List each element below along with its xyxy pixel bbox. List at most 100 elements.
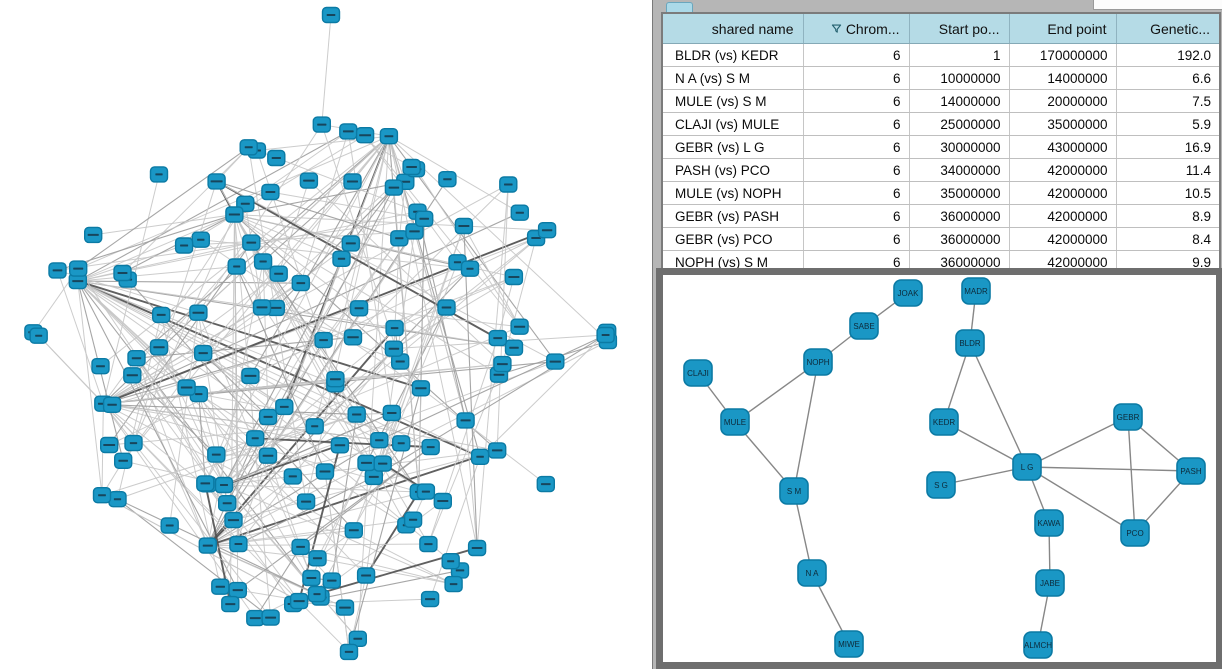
network-node[interactable] bbox=[305, 418, 324, 435]
table-row[interactable]: PASH (vs) PCO 6 34000000 42000000 11.4 bbox=[662, 158, 1220, 182]
network-node[interactable] bbox=[227, 258, 246, 275]
network-node[interactable] bbox=[149, 339, 169, 356]
network-node[interactable] bbox=[379, 127, 399, 145]
network-node[interactable] bbox=[258, 408, 278, 426]
network-node[interactable] bbox=[321, 6, 341, 24]
network-node-almch[interactable]: ALMCH bbox=[1023, 631, 1053, 659]
network-node[interactable] bbox=[356, 567, 376, 584]
network-node[interactable] bbox=[302, 569, 321, 587]
network-node[interactable] bbox=[92, 487, 112, 504]
network-node[interactable] bbox=[510, 204, 529, 221]
network-node[interactable] bbox=[207, 446, 226, 463]
network-node[interactable] bbox=[291, 274, 310, 292]
network-node[interactable] bbox=[341, 235, 360, 252]
network-node[interactable] bbox=[151, 306, 171, 324]
network-node[interactable] bbox=[392, 435, 411, 452]
network-node[interactable] bbox=[242, 234, 261, 251]
network-node[interactable] bbox=[385, 319, 404, 337]
network-node-claji[interactable]: CLAJI bbox=[683, 359, 713, 387]
network-node[interactable] bbox=[291, 538, 310, 556]
table-row[interactable]: GEBR (vs) L G 6 30000000 43000000 16.9 bbox=[662, 135, 1220, 159]
network-node-gebr[interactable]: GEBR bbox=[1113, 403, 1143, 431]
network-node[interactable] bbox=[357, 454, 376, 472]
network-node[interactable] bbox=[441, 553, 460, 570]
table-row[interactable]: N A (vs) S M 6 10000000 14000000 6.6 bbox=[662, 66, 1220, 90]
network-node[interactable] bbox=[488, 329, 507, 347]
network-node[interactable] bbox=[258, 447, 278, 464]
network-node[interactable] bbox=[108, 491, 127, 508]
network-node-s-g[interactable]: S G bbox=[926, 471, 956, 499]
filter-icon[interactable] bbox=[831, 23, 842, 34]
network-edge[interactable] bbox=[969, 342, 1028, 468]
network-node-kedr[interactable]: KEDR bbox=[929, 408, 959, 436]
network-node-miwe[interactable]: MIWE bbox=[834, 630, 864, 658]
network-node[interactable] bbox=[149, 166, 169, 183]
network-node[interactable] bbox=[460, 260, 480, 277]
network-node[interactable] bbox=[283, 468, 302, 485]
network-node[interactable] bbox=[193, 344, 213, 362]
network-node-s-m[interactable]: S M bbox=[779, 477, 809, 505]
network-node[interactable] bbox=[123, 367, 142, 384]
network-node[interactable] bbox=[214, 476, 234, 494]
network-edge[interactable] bbox=[1026, 416, 1129, 468]
network-node-mule[interactable]: MULE bbox=[720, 408, 750, 436]
network-node[interactable] bbox=[102, 396, 122, 413]
network-node[interactable] bbox=[160, 517, 179, 534]
network-node[interactable] bbox=[224, 511, 243, 529]
network-node[interactable] bbox=[91, 358, 110, 375]
network-node[interactable] bbox=[266, 299, 285, 317]
network-node[interactable] bbox=[456, 412, 475, 429]
network-edge[interactable] bbox=[793, 361, 819, 492]
network-node[interactable] bbox=[405, 223, 424, 240]
network-node[interactable] bbox=[493, 355, 512, 373]
network-node[interactable] bbox=[217, 495, 237, 512]
column-header-chrom[interactable]: Chrom... bbox=[803, 13, 910, 44]
network-node[interactable] bbox=[438, 170, 457, 188]
network-node[interactable] bbox=[419, 535, 438, 553]
network-node[interactable] bbox=[488, 442, 507, 459]
network-node[interactable] bbox=[229, 535, 248, 553]
network-node[interactable] bbox=[347, 406, 366, 423]
column-header-start-po[interactable]: Start po... bbox=[909, 13, 1010, 44]
network-edge[interactable] bbox=[734, 361, 819, 423]
network-node[interactable] bbox=[48, 262, 67, 279]
network-node[interactable] bbox=[239, 139, 258, 156]
network-node[interactable] bbox=[246, 609, 265, 627]
network-node[interactable] bbox=[384, 340, 404, 357]
network-edge[interactable] bbox=[1026, 466, 1136, 534]
network-node[interactable] bbox=[330, 437, 350, 454]
network-node[interactable] bbox=[308, 550, 327, 567]
network-node[interactable] bbox=[370, 432, 389, 449]
network-node[interactable] bbox=[99, 436, 119, 454]
table-row[interactable]: MULE (vs) NOPH 6 35000000 42000000 10.5 bbox=[662, 181, 1220, 205]
network-node[interactable] bbox=[382, 404, 401, 422]
network-node[interactable] bbox=[420, 590, 440, 608]
network-node[interactable] bbox=[536, 475, 555, 493]
network-node[interactable] bbox=[252, 299, 272, 316]
network-node[interactable] bbox=[307, 585, 327, 603]
network-node[interactable] bbox=[191, 231, 211, 248]
network-node[interactable] bbox=[402, 158, 421, 176]
network-edge[interactable] bbox=[1026, 466, 1192, 472]
network-node[interactable] bbox=[189, 304, 208, 321]
network-node-n-a[interactable]: N A bbox=[797, 559, 827, 587]
network-node[interactable] bbox=[314, 331, 333, 349]
network-node[interactable] bbox=[312, 116, 331, 133]
network-node[interactable] bbox=[499, 176, 518, 193]
network-node[interactable] bbox=[433, 492, 452, 510]
network-node-kawa[interactable]: KAWA bbox=[1034, 509, 1064, 537]
network-node[interactable] bbox=[537, 221, 557, 239]
network-node[interactable] bbox=[113, 452, 133, 469]
network-node-joak[interactable]: JOAK bbox=[893, 279, 923, 307]
table-row[interactable]: MULE (vs) S M 6 14000000 20000000 7.5 bbox=[662, 89, 1220, 113]
network-node[interactable] bbox=[349, 300, 369, 317]
network-node[interactable] bbox=[339, 123, 358, 140]
table-row[interactable]: GEBR (vs) PCO 6 36000000 42000000 8.4 bbox=[662, 227, 1220, 251]
network-node[interactable] bbox=[596, 326, 615, 344]
network-edge[interactable] bbox=[1127, 416, 1136, 534]
network-node[interactable] bbox=[335, 599, 355, 616]
network-node[interactable] bbox=[241, 367, 260, 385]
network-node-madr[interactable]: MADR bbox=[961, 277, 991, 305]
network-node[interactable] bbox=[261, 183, 280, 201]
table-row[interactable]: CLAJI (vs) MULE 6 25000000 35000000 5.9 bbox=[662, 112, 1220, 136]
